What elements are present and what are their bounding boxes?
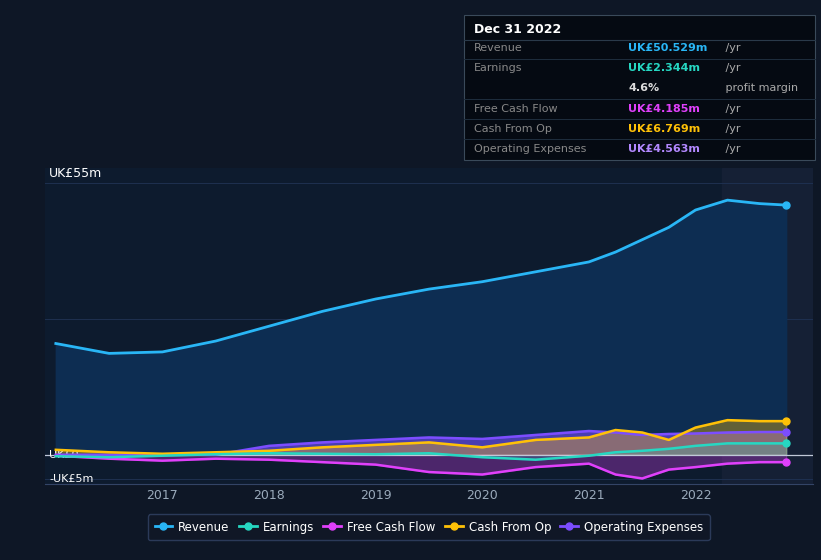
Text: /yr: /yr (722, 124, 741, 134)
Text: Free Cash Flow: Free Cash Flow (474, 104, 557, 114)
Text: UK£4.563m: UK£4.563m (628, 144, 700, 154)
Bar (722, 168, 821, 484)
Text: Earnings: Earnings (474, 63, 522, 73)
Text: Cash From Op: Cash From Op (474, 124, 552, 134)
Text: Operating Expenses: Operating Expenses (474, 144, 586, 154)
Text: /yr: /yr (722, 144, 741, 154)
Text: Dec 31 2022: Dec 31 2022 (474, 23, 561, 36)
Text: UK£55m: UK£55m (49, 167, 103, 180)
Text: /yr: /yr (722, 104, 741, 114)
Text: UK£0: UK£0 (49, 450, 79, 460)
Text: 4.6%: 4.6% (628, 83, 659, 94)
Text: /yr: /yr (722, 43, 741, 53)
Text: /yr: /yr (722, 63, 741, 73)
Text: UK£6.769m: UK£6.769m (628, 124, 700, 134)
Text: Revenue: Revenue (474, 43, 522, 53)
Legend: Revenue, Earnings, Free Cash Flow, Cash From Op, Operating Expenses: Revenue, Earnings, Free Cash Flow, Cash … (148, 514, 710, 540)
Text: profit margin: profit margin (722, 83, 799, 94)
Text: UK£2.344m: UK£2.344m (628, 63, 700, 73)
Text: -UK£5m: -UK£5m (49, 474, 94, 484)
Text: UK£4.185m: UK£4.185m (628, 104, 700, 114)
Text: UK£50.529m: UK£50.529m (628, 43, 708, 53)
